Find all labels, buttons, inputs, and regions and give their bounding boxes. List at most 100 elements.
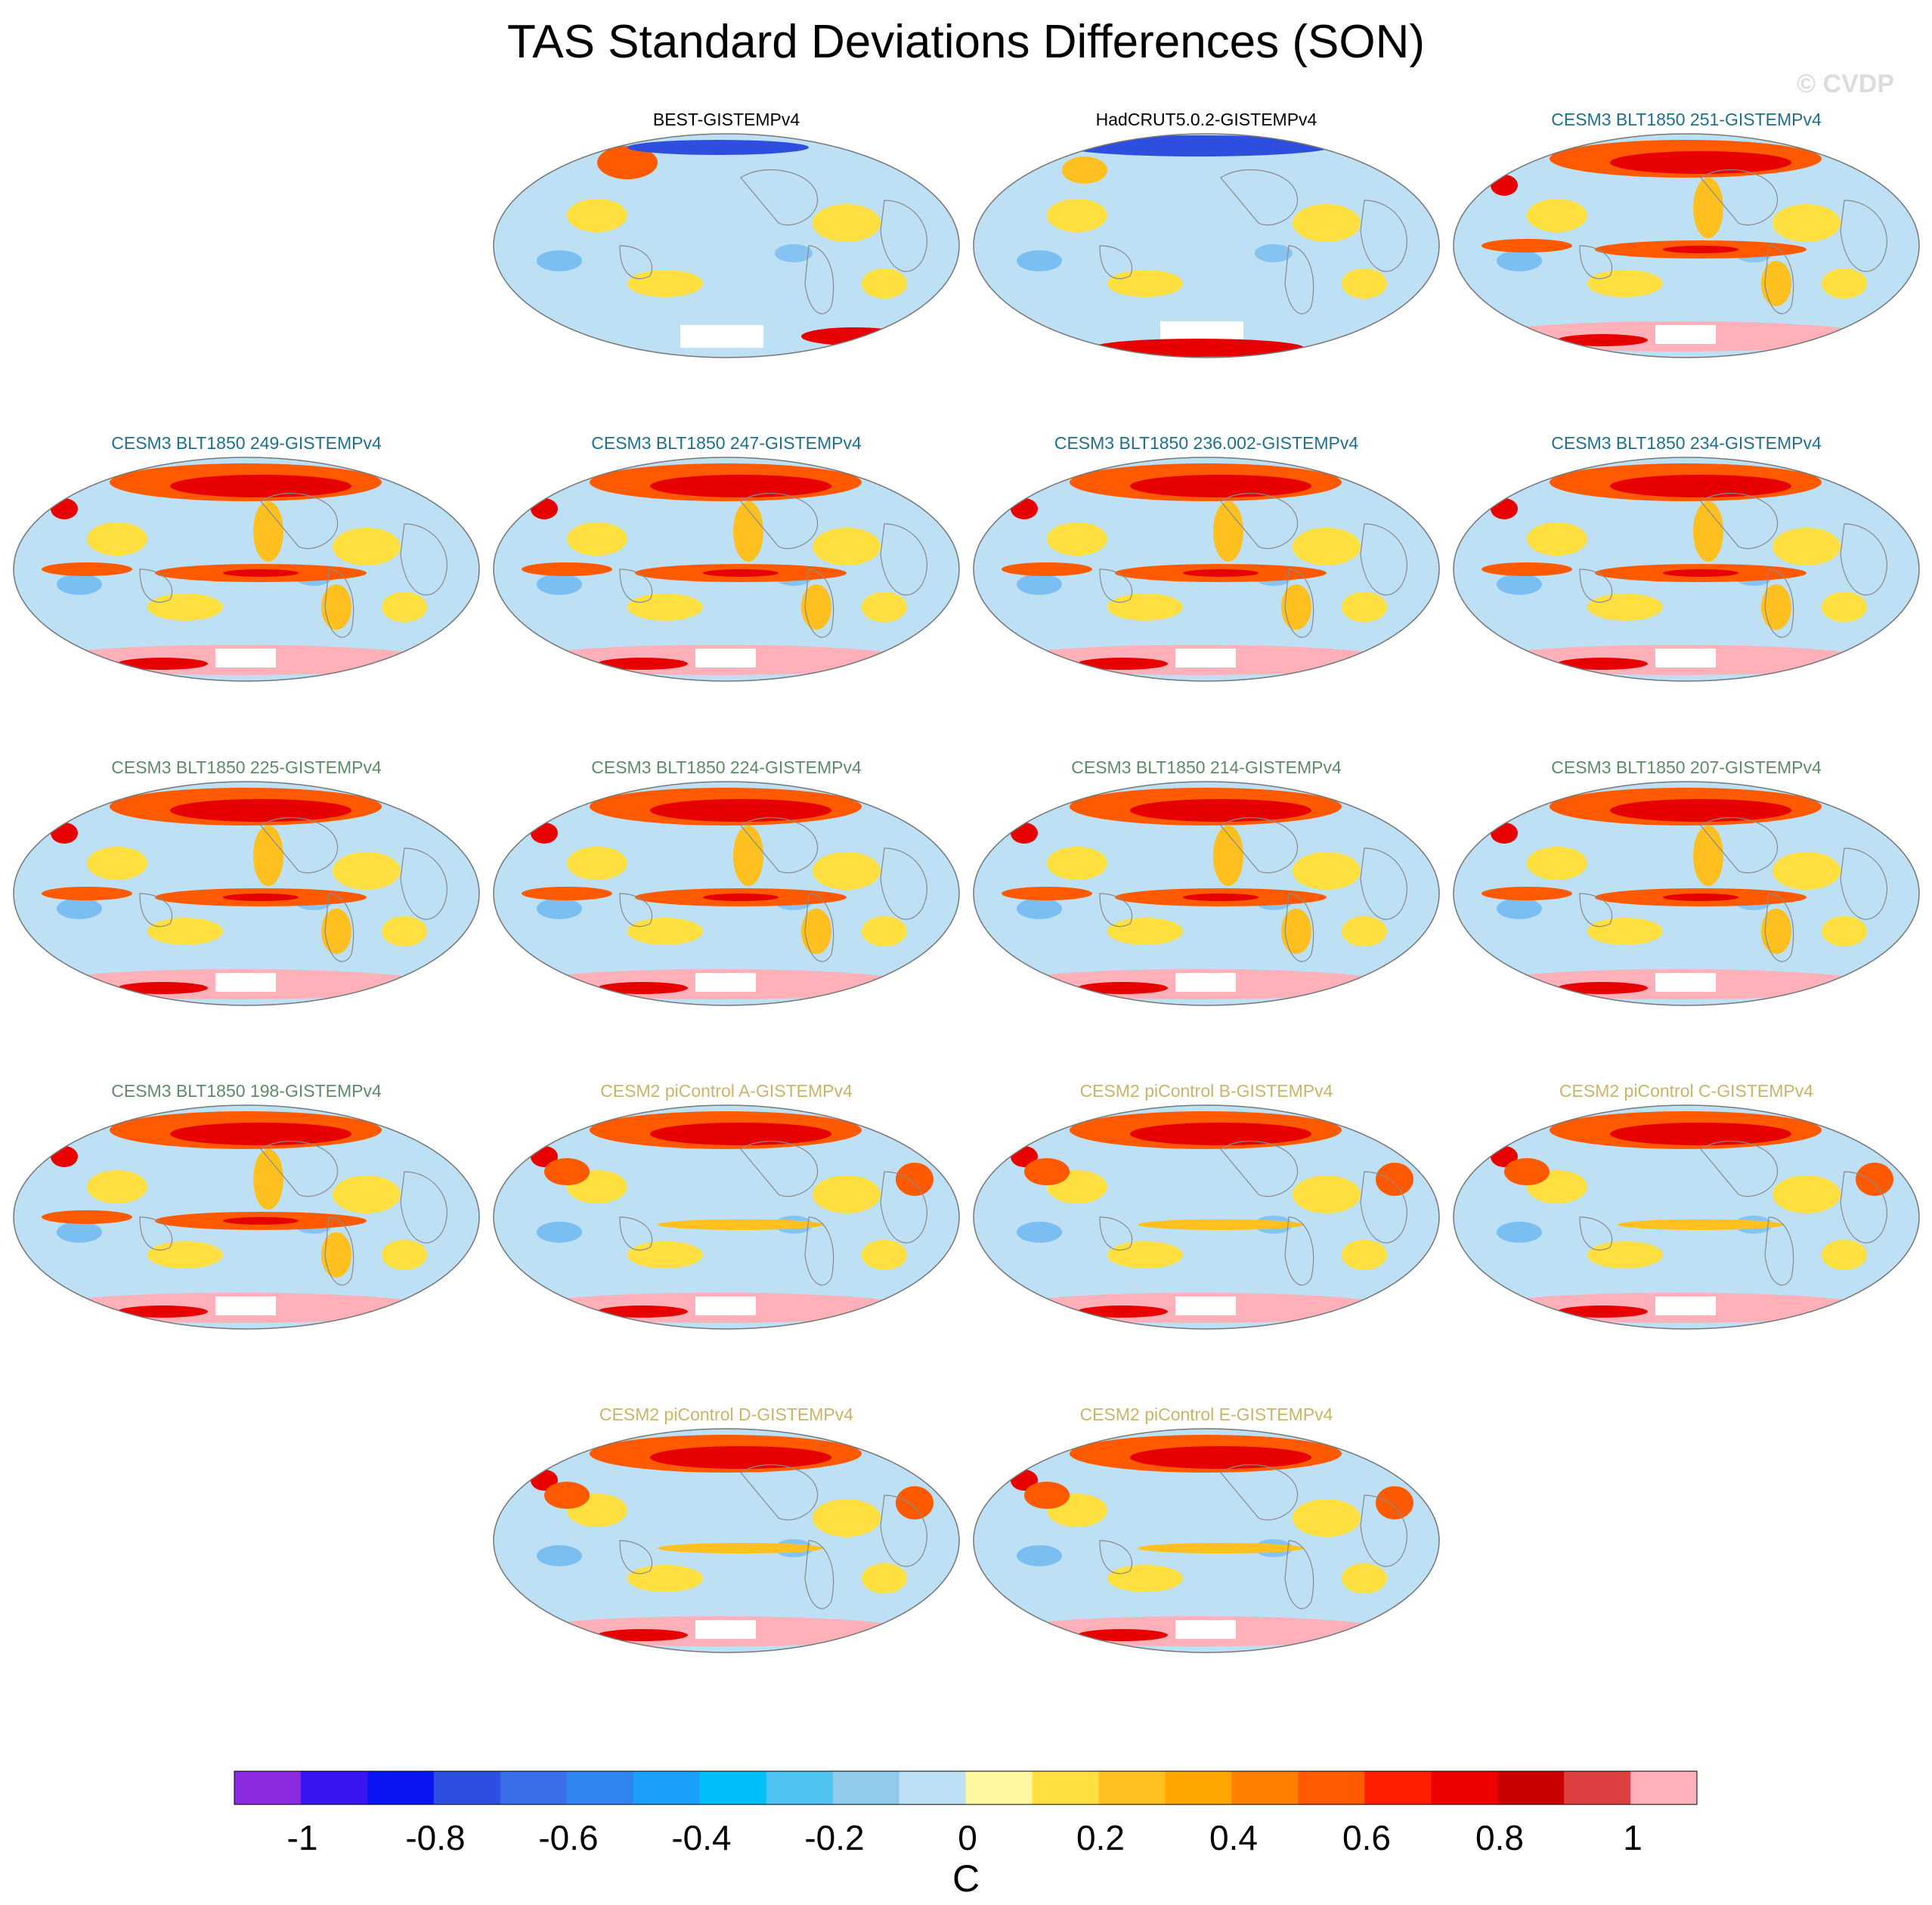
anomaly-patch [223,569,299,577]
map-panel: CESM2 piControl C-GISTEMPv4 [1451,1081,1921,1399]
anomaly-patch [321,1232,351,1278]
coastline [740,1464,819,1521]
map-panel: CESM2 piControl E-GISTEMPv4 [971,1405,1441,1722]
anomaly-patch [1655,649,1716,668]
anomaly-patch [57,1222,102,1243]
anomaly-patch [170,1123,351,1145]
map-border [1453,1104,1920,1330]
anomaly-patch [537,1545,582,1566]
map-panel: CESM3 BLT1850 198-GISTEMPv4 [11,1081,481,1399]
anomaly-patch [597,658,688,670]
anomaly-patch [1077,658,1168,670]
coastline [1700,817,1779,874]
colorbar-unit-label: C [952,1857,980,1900]
robinson-map [13,457,480,682]
coastline [880,1171,927,1244]
anomaly-patch [1773,1176,1841,1213]
coastline [1840,1171,1887,1244]
anomaly-patch [170,475,351,497]
map-panel: CESM2 piControl D-GISTEMPv4 [491,1405,961,1722]
coastline [1099,245,1133,280]
anomaly-patch [1663,246,1738,253]
anomaly-patch [1497,1222,1542,1243]
panel-title: CESM3 BLT1850 247-GISTEMPv4 [591,433,862,453]
map-panel: CESM2 piControl B-GISTEMPv4 [971,1081,1441,1399]
colorbar-segment [1497,1771,1565,1804]
anomaly-patch [813,1499,881,1537]
anomaly-patch [537,1222,582,1243]
anomaly-patch [215,1296,276,1315]
anomaly-patch [1107,918,1183,945]
anomaly-patch [1491,822,1518,844]
anomaly-patch [1482,562,1572,576]
anomaly-patch [117,658,208,670]
coastline [1284,893,1314,962]
anomaly-patch [695,1296,756,1315]
coastline [260,817,339,874]
panel-title: CESM2 piControl D-GISTEMPv4 [599,1405,854,1424]
anomaly-patch [862,1240,907,1270]
coastline [1220,1141,1299,1197]
anomaly-patch [1107,1241,1183,1268]
anomaly-patch [1077,1306,1168,1318]
anomaly-patch [1856,1163,1893,1196]
anomaly-patch [1618,1219,1784,1230]
colorbar-segment [234,1771,302,1804]
anomaly-patch [215,973,276,992]
colorbar-segment [1298,1771,1365,1804]
anomaly-patch [544,1158,590,1185]
map-panel: CESM3 BLT1850 225-GISTEMPv4 [11,757,481,1075]
coastline [1840,200,1887,272]
anomaly-patch [1077,1629,1168,1641]
anomaly-patch [1342,1563,1387,1594]
anomaly-patch [1062,156,1107,184]
anomaly-patch [147,918,223,945]
anomaly-patch [147,593,223,621]
map-panel: CESM3 BLT1850 251-GISTEMPv4 [1451,110,1921,427]
anomaly-patch [1175,973,1236,992]
anomaly-patch [567,199,627,232]
map-panel: BEST-GISTEMPv4 [491,110,961,427]
panel-title: CESM3 BLT1850 207-GISTEMPv4 [1551,757,1822,777]
coastline [1764,1216,1794,1286]
anomaly-patch [1024,1158,1070,1185]
colorbar-frame [234,1770,1698,1805]
coastline [260,1141,339,1197]
anomaly-patch [1504,1158,1550,1185]
coastline [740,817,819,874]
anomaly-patch [1376,1486,1413,1519]
colorbar-tick-label: 0.6 [1342,1818,1391,1857]
anomaly-patch [1175,1620,1236,1639]
panel-title: CESM3 BLT1850 249-GISTEMPv4 [111,433,382,453]
colorbar-segment [965,1771,1033,1804]
coastline [619,245,653,280]
anomaly-patch [1293,204,1361,242]
anomaly-patch [1376,1163,1413,1196]
colorbar-segment [1098,1771,1166,1804]
anomaly-patch [627,1565,703,1592]
anomaly-patch [1183,894,1259,901]
anomaly-patch [801,584,831,630]
coastline [1579,893,1613,928]
anomaly-patch [1213,501,1243,562]
colorbar-segment [300,1771,368,1804]
anomaly-patch [1047,522,1107,556]
colorbar-segment [566,1771,634,1804]
anomaly-patch [1773,528,1841,565]
coastline [1579,1216,1613,1251]
anomaly-patch [87,522,147,556]
coastline [1099,1216,1133,1251]
anomaly-patch [1587,918,1663,945]
anomaly-patch [1497,898,1542,919]
anomaly-patch [1557,1306,1648,1318]
anomaly-patch [1342,916,1387,946]
coastline [1360,1495,1407,1567]
anomaly-patch [801,909,831,954]
robinson-map [13,781,480,1006]
map-border [493,781,960,1006]
coastline [804,568,834,638]
anomaly-patch [87,1170,147,1203]
anomaly-patch [1527,847,1587,880]
anomaly-patch [1655,325,1716,344]
anomaly-patch [813,1176,881,1213]
